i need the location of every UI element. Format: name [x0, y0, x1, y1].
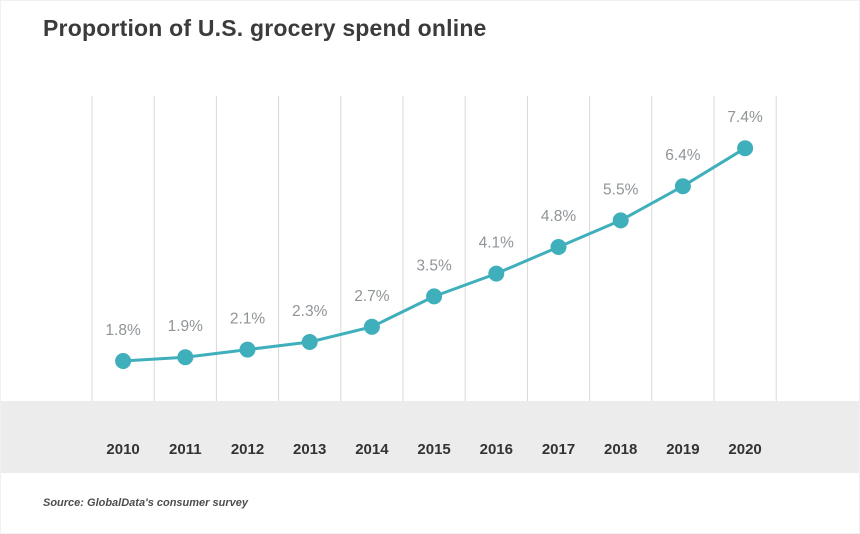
value-label: 3.5% — [416, 257, 452, 274]
value-label: 1.8% — [105, 322, 141, 339]
year-label: 2016 — [480, 441, 513, 458]
value-label: 4.8% — [541, 208, 577, 225]
year-label: 2010 — [106, 441, 139, 458]
data-point — [550, 239, 567, 255]
data-point — [363, 318, 380, 335]
data-point — [115, 353, 132, 369]
data-point — [737, 140, 754, 157]
year-label: 2011 — [169, 441, 202, 458]
value-label: 2.1% — [230, 311, 266, 328]
value-label: 7.4% — [727, 109, 763, 126]
value-label: 2.7% — [354, 288, 390, 305]
data-point — [239, 341, 256, 358]
year-label: 2015 — [417, 441, 450, 458]
data-point — [426, 288, 443, 305]
value-label: 6.4% — [665, 147, 701, 164]
data-point — [674, 178, 691, 195]
value-label: 2.3% — [292, 303, 328, 320]
x-axis-band — [1, 401, 859, 473]
value-label: 1.9% — [168, 318, 204, 335]
data-point — [301, 334, 318, 350]
chart-title: Proportion of U.S. grocery spend online — [43, 15, 487, 41]
source-note: Source: GlobalData's consumer survey — [43, 497, 248, 509]
year-label: 2018 — [604, 441, 637, 458]
data-point — [612, 212, 629, 229]
year-label: 2020 — [728, 441, 761, 458]
value-label: 5.5% — [603, 181, 639, 198]
year-label: 2017 — [542, 441, 575, 458]
data-point — [488, 265, 505, 282]
value-label: 4.1% — [479, 235, 515, 252]
year-label: 2014 — [355, 441, 389, 458]
data-point — [177, 349, 194, 366]
year-label: 2013 — [293, 441, 326, 458]
year-label: 2019 — [666, 441, 699, 458]
year-label: 2012 — [231, 441, 264, 458]
